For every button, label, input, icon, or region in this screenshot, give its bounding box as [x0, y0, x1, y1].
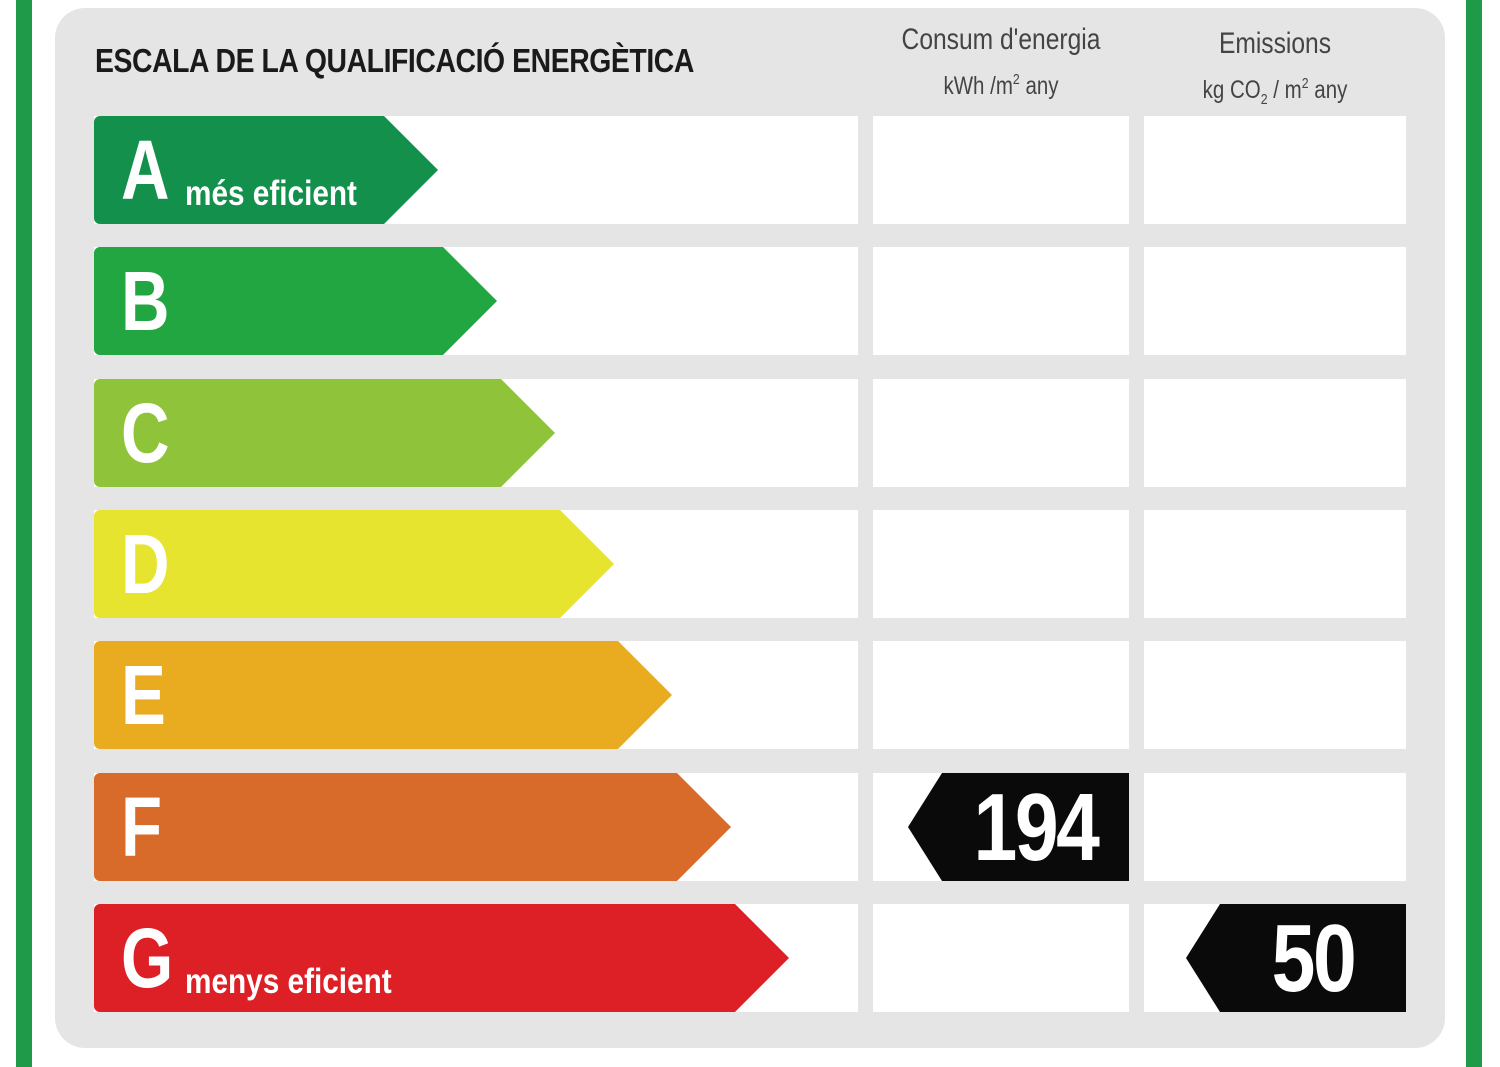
emissions-cell-d [1144, 510, 1406, 618]
rating-letter: F [121, 780, 163, 874]
emissions-value-marker: 50 [1186, 904, 1406, 1012]
emissions-cell-c [1144, 379, 1406, 487]
rating-letter: E [121, 648, 166, 742]
emissions-cell-e [1144, 641, 1406, 749]
energy-cell-e [873, 641, 1129, 749]
emissions-value-marker-value: 50 [1271, 905, 1357, 1012]
rating-letter: D [121, 517, 170, 611]
energy-value-marker: 194 [908, 773, 1129, 881]
rating-arrow-e: E [94, 641, 672, 749]
energy-cell-g [873, 904, 1129, 1012]
rating-arrow-c: C [94, 379, 555, 487]
energy-column-unit: kWh /m2 any [943, 71, 1059, 100]
emissions-cell-a [1144, 116, 1406, 224]
emissions-column-unit: kg CO2 / m2 any [1202, 75, 1348, 108]
rating-arrow-d: D [94, 510, 614, 618]
left-frame-border [16, 0, 32, 1067]
energy-cell-b [873, 247, 1129, 355]
rating-letter: B [121, 254, 170, 348]
rating-letter: A [121, 123, 170, 217]
rating-letter: G [121, 911, 174, 1005]
energy-cell-d [873, 510, 1129, 618]
right-frame-border [1466, 0, 1482, 1067]
energy-column-header: Consum d'energia kWh /m2 any [896, 20, 1106, 106]
energy-value-marker-value: 194 [973, 774, 1100, 881]
emissions-cell-f [1144, 773, 1406, 881]
energy-cell-c [873, 379, 1129, 487]
energy-column-label: Consum d'energia [901, 23, 1101, 56]
scale-title: ESCALA DE LA QUALIFICACIÓ ENERGÈTICA [95, 42, 694, 79]
energy-cell-a [873, 116, 1129, 224]
rating-letter: C [121, 386, 170, 480]
rating-arrow-b: B [94, 247, 497, 355]
rating-caption: menys eficient [185, 962, 392, 1001]
emissions-column-header: Emissions kg CO2 / m2 any [1168, 24, 1383, 120]
rating-arrow-f: F [94, 773, 731, 881]
emissions-cell-b [1144, 247, 1406, 355]
emissions-column-label: Emissions [1218, 27, 1332, 60]
rating-caption: més eficient [185, 174, 357, 213]
